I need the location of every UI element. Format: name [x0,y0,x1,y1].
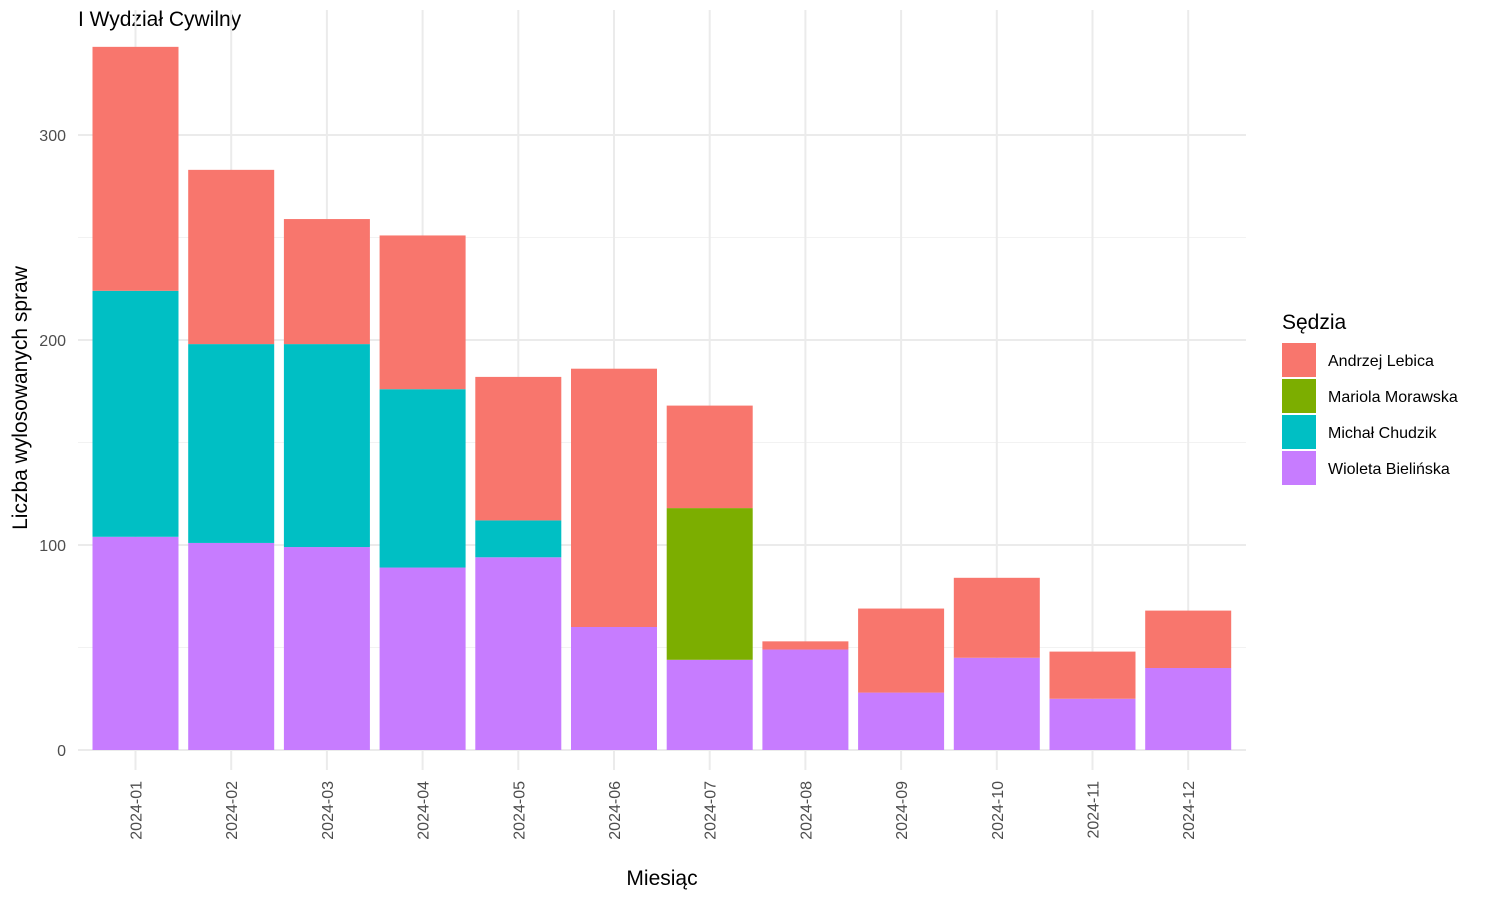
legend-title: Sędzia [1282,311,1347,334]
bar-segment [762,641,849,650]
bar-segment [283,219,370,345]
bar-segment [188,169,275,345]
chart-title: I Wydział Cywilny [78,8,242,31]
bar-segment [475,376,562,521]
bar-segment [666,659,753,750]
bar-segment [379,389,466,568]
bar-segment [666,508,753,660]
y-axis-ticks: 0 100 200 300 [39,128,66,760]
bar-segment [1145,668,1232,750]
x-tick-label: 2024-11 [1086,781,1103,839]
x-tick-label: 2024-09 [894,781,911,840]
legend: Andrzej Lebica Mariola Morawska Michał Chu… [1282,343,1458,485]
bar-segment [92,536,179,750]
bar-segment [571,368,657,627]
bar-segment [858,608,945,693]
x-axis-ticks: 2024-01 2024-02 2024-03 2024-04 2024-05 2024-… [129,781,1199,840]
y-tick-label: 0 [57,743,66,760]
y-tick-label: 300 [39,128,66,145]
y-axis-title: Liczba wylosowanych spraw [9,265,32,530]
x-tick-label: 2024-10 [990,781,1007,840]
bar-segment [1049,651,1136,699]
legend-swatch [1282,343,1316,377]
x-tick-label: 2024-07 [703,781,720,840]
y-tick-label: 100 [39,538,66,555]
bar-segment [571,627,657,750]
x-tick-label: 2024-02 [224,781,241,840]
bar-segment [283,344,370,548]
legend-swatch [1282,451,1316,485]
bar-segment [188,344,275,543]
bar-segment [475,520,562,558]
x-tick-label: 2024-06 [607,781,624,840]
bar-segment [92,290,179,537]
x-tick-label: 2024-01 [129,781,146,840]
bar-segment [475,557,562,750]
bars [92,46,1232,750]
bar-segment [92,46,179,291]
bar-segment [188,542,275,750]
bar-segment [953,577,1040,658]
bar-segment [953,657,1040,750]
bar-segment [283,547,370,750]
x-axis-title: Miesiąc [626,867,697,890]
legend-label: Wioleta Bielińska [1328,461,1450,478]
legend-label: Andrzej Lebica [1328,353,1434,370]
bar-segment [858,692,945,750]
bar-segment [1145,610,1232,668]
legend-swatch [1282,415,1316,449]
x-tick-label: 2024-12 [1181,781,1198,840]
legend-label: Mariola Morawska [1328,389,1458,406]
bar-segment [379,567,466,750]
x-tick-label: 2024-08 [798,781,815,840]
bar-segment [762,649,849,750]
legend-label: Michał Chudzik [1328,425,1437,442]
bar-segment [1049,698,1136,750]
x-tick-label: 2024-04 [416,781,433,840]
x-tick-label: 2024-03 [320,781,337,840]
legend-swatch [1282,379,1316,413]
bar-segment [379,235,466,390]
y-tick-label: 200 [39,333,66,350]
bar-segment [666,405,753,509]
x-tick-label: 2024-05 [511,781,528,840]
